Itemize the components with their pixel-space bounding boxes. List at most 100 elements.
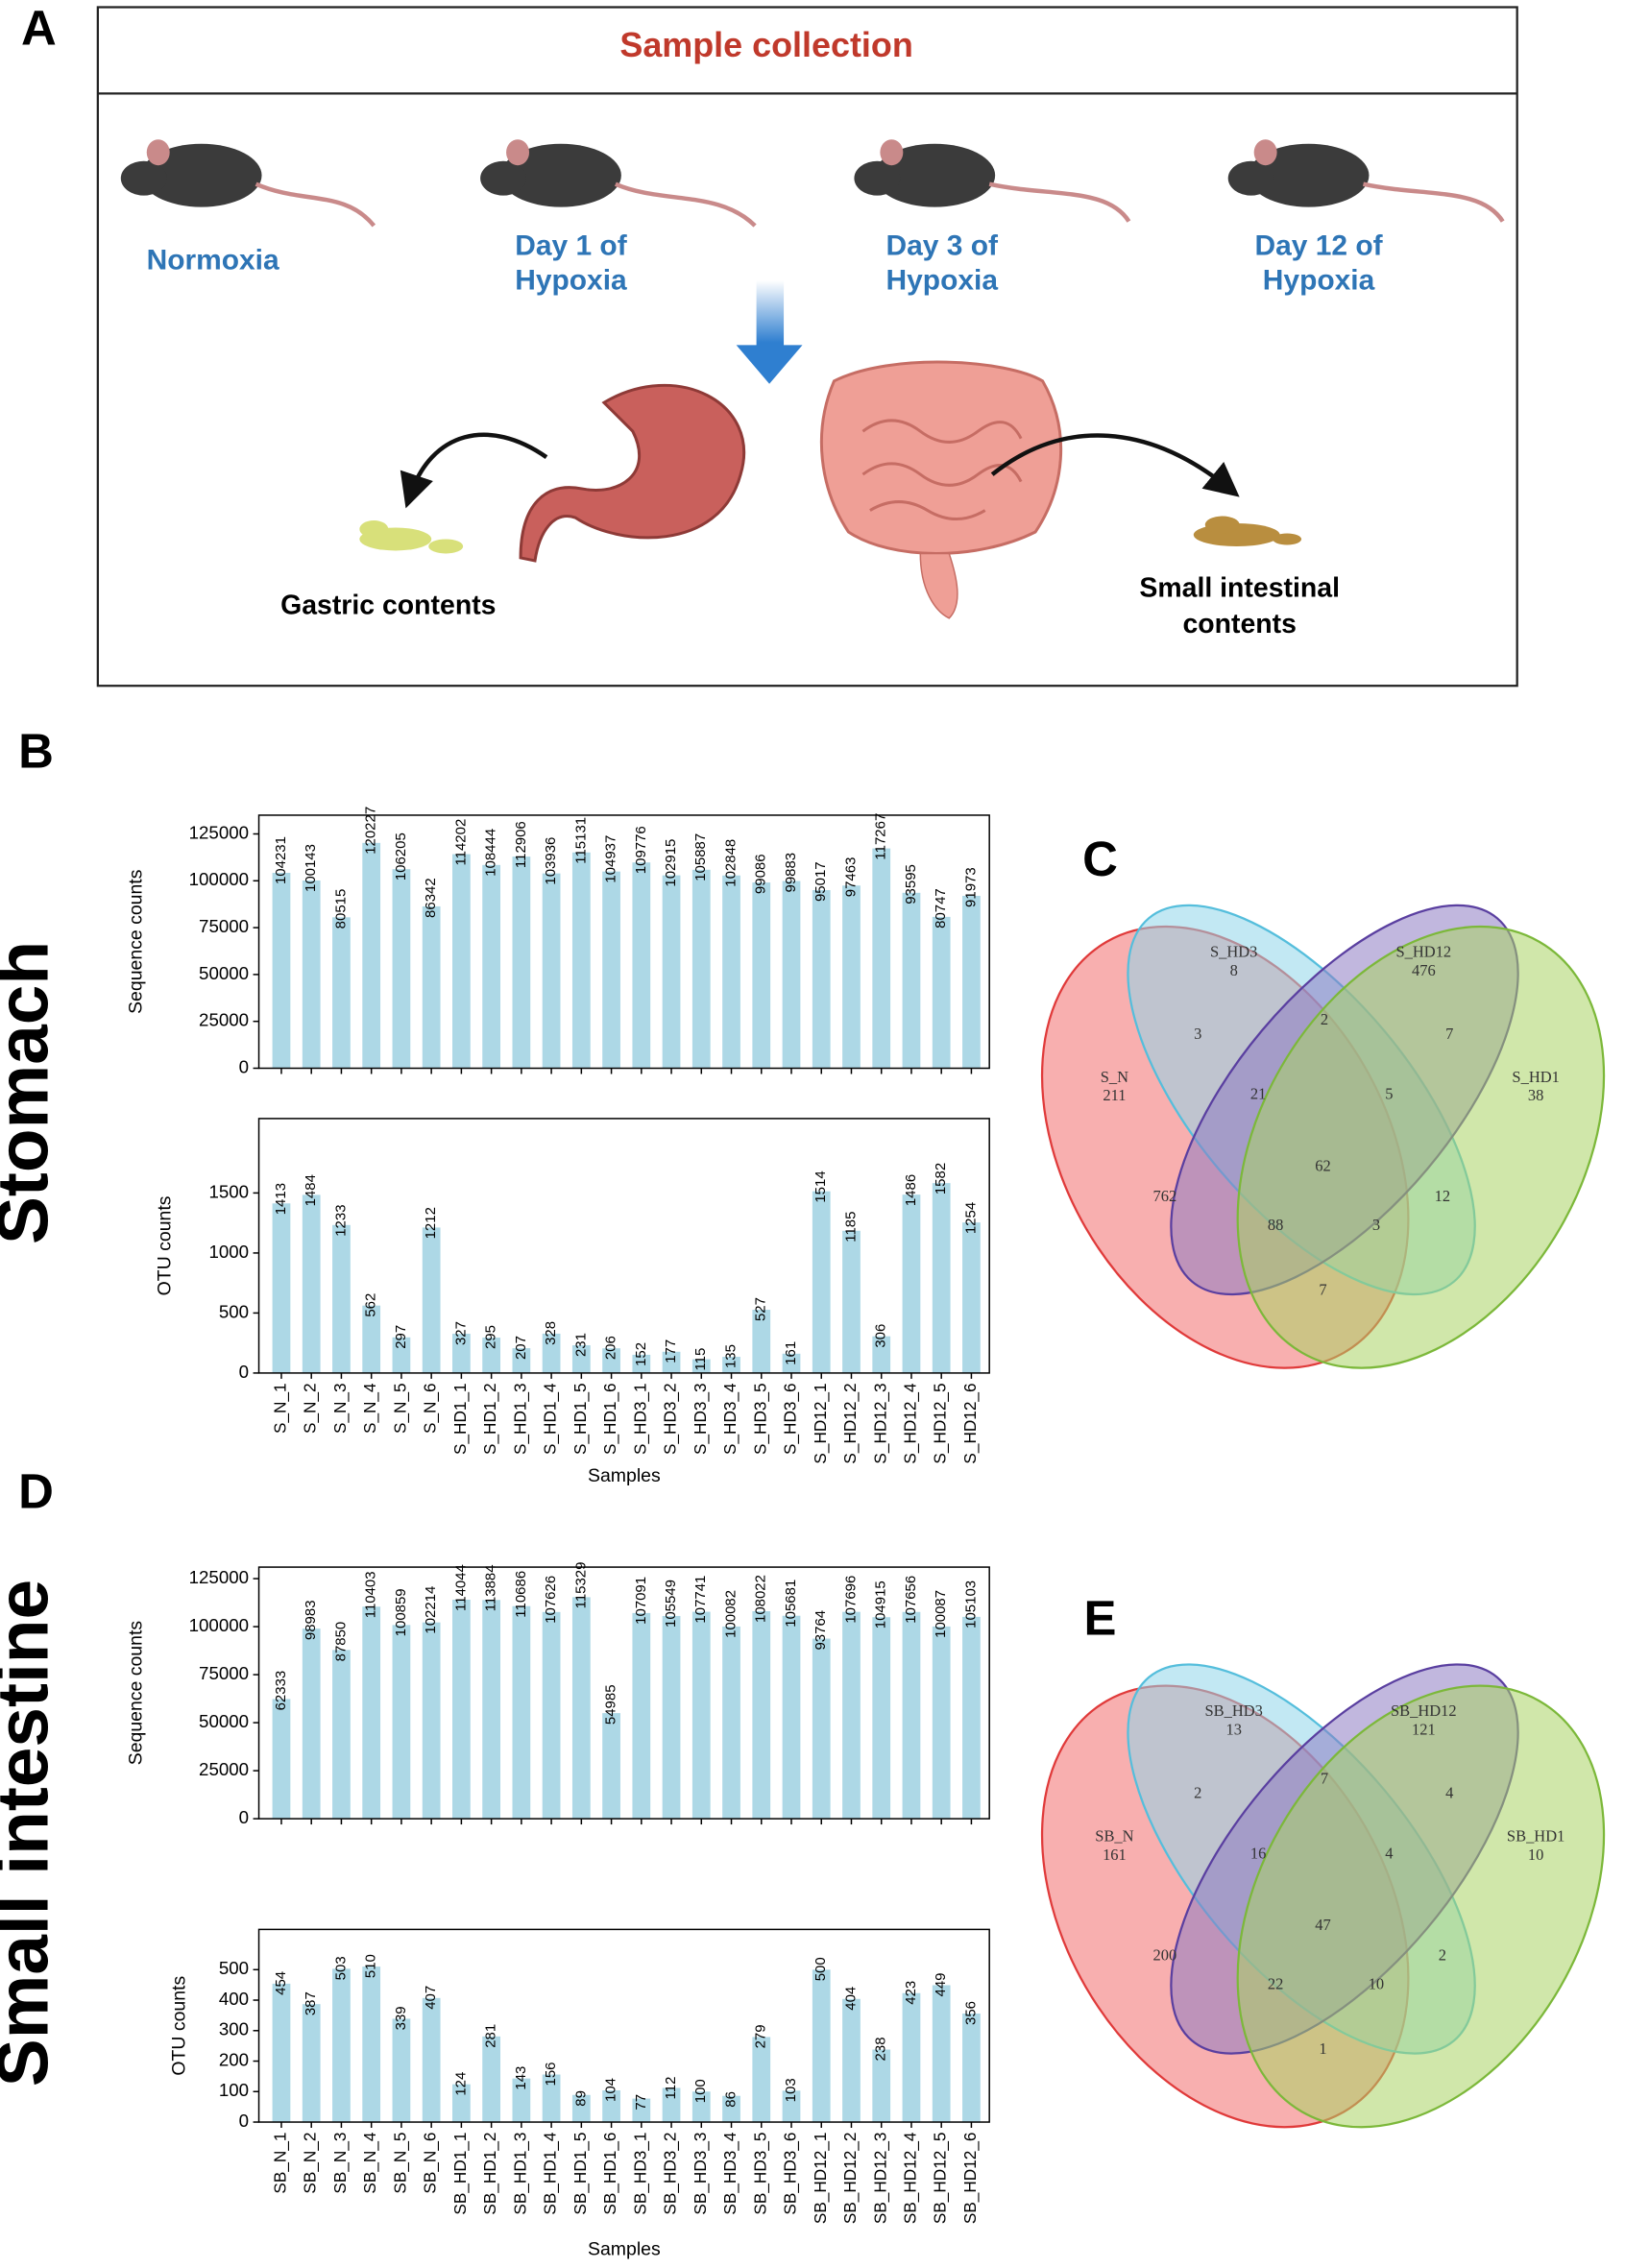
x-tick-label: S_HD12_2 bbox=[840, 1383, 860, 1463]
bar-value-label: 103936 bbox=[543, 837, 559, 885]
bar bbox=[272, 1983, 291, 2123]
y-tick-label: 500 bbox=[219, 1301, 249, 1321]
bar-value-label: 104 bbox=[603, 2078, 619, 2102]
y-tick-label: 50000 bbox=[199, 963, 249, 983]
bar-value-label: 231 bbox=[572, 1333, 589, 1357]
x-tick-label: SB_HD1_5 bbox=[570, 2133, 590, 2215]
venn-region-value: 4 bbox=[1385, 1844, 1393, 1862]
bar bbox=[632, 2098, 651, 2123]
y-axis-label: OTU counts bbox=[154, 1195, 175, 1295]
x-tick-label: SB_HD12_4 bbox=[900, 2132, 919, 2224]
x-tick-label: SB_HD12_3 bbox=[870, 2133, 889, 2225]
x-tick-label: S_HD12_4 bbox=[900, 1383, 919, 1464]
bar bbox=[812, 1638, 831, 1820]
bar-value-label: 107626 bbox=[543, 1576, 559, 1624]
venn-set-name: S_HD1 bbox=[1512, 1068, 1559, 1086]
y-tick-label: 50000 bbox=[199, 1711, 249, 1731]
y-tick-label: 300 bbox=[219, 2019, 249, 2039]
intestine-icon bbox=[819, 360, 1063, 619]
group-label: Hypoxia bbox=[1263, 264, 1375, 296]
bar bbox=[691, 2091, 711, 2123]
bar-value-label: 1582 bbox=[933, 1163, 949, 1194]
bar bbox=[602, 2090, 620, 2123]
venn-region-value: 7 bbox=[1319, 1280, 1326, 1298]
y-tick-label: 0 bbox=[239, 1056, 249, 1076]
bar-value-label: 206 bbox=[603, 1336, 619, 1360]
bar-value-label: 1514 bbox=[812, 1170, 829, 1202]
bar bbox=[632, 862, 651, 1069]
panel-a-frame bbox=[96, 6, 1518, 688]
y-axis-label: OTU counts bbox=[168, 1976, 189, 2076]
x-tick-label: S_HD1_3 bbox=[510, 1383, 529, 1455]
bar bbox=[422, 905, 441, 1069]
bar-value-label: 80747 bbox=[933, 888, 949, 929]
bar bbox=[722, 1626, 740, 1820]
bar bbox=[662, 1615, 681, 1820]
bar-value-label: 100087 bbox=[933, 1590, 949, 1638]
y-tick-label: 25000 bbox=[199, 1759, 249, 1779]
bar-value-label: 100082 bbox=[722, 1590, 739, 1638]
bar-value-label: 99883 bbox=[783, 853, 799, 893]
bar bbox=[962, 1616, 981, 1820]
bar bbox=[632, 1612, 651, 1820]
row-label: Stomach bbox=[0, 941, 63, 1244]
bar-value-label: 327 bbox=[452, 1321, 469, 1345]
bar-value-label: 423 bbox=[903, 1981, 919, 2005]
x-tick-label: SB_HD3_3 bbox=[691, 2133, 710, 2215]
bar-value-label: 295 bbox=[483, 1325, 499, 1349]
bar bbox=[362, 1305, 381, 1373]
x-tick-label: SB_HD12_2 bbox=[840, 2133, 860, 2225]
bar bbox=[272, 873, 291, 1069]
bar-value-label: 207 bbox=[513, 1336, 529, 1360]
bar-value-label: 1212 bbox=[423, 1207, 439, 1239]
y-tick-label: 100000 bbox=[189, 869, 249, 889]
venn-set-name: SB_HD1 bbox=[1507, 1826, 1564, 1845]
venn-region-value: 2 bbox=[1439, 1946, 1446, 1965]
venn-region-value: 3 bbox=[1194, 1025, 1201, 1043]
x-tick-label: S_HD12_1 bbox=[811, 1383, 830, 1463]
bar bbox=[812, 1969, 831, 2123]
panel-label: C bbox=[1082, 832, 1118, 886]
intestinal-contents-icon bbox=[1193, 516, 1302, 546]
venn-region-value: 21 bbox=[1250, 1085, 1266, 1103]
bar-value-label: 62333 bbox=[273, 1671, 289, 1711]
bar-value-label: 80515 bbox=[332, 889, 349, 929]
bar bbox=[512, 857, 531, 1069]
x-tick-label: SB_HD1_6 bbox=[600, 2133, 619, 2215]
bar bbox=[542, 2074, 561, 2123]
bar-value-label: 279 bbox=[753, 2024, 769, 2048]
y-tick-label: 75000 bbox=[199, 916, 249, 936]
x-tick-label: S_HD12_5 bbox=[931, 1383, 950, 1463]
bar-value-label: 562 bbox=[363, 1293, 379, 1317]
panel-label: B bbox=[18, 724, 54, 779]
bar bbox=[392, 869, 411, 1069]
group-label: Day 3 of bbox=[886, 229, 999, 261]
bar bbox=[542, 873, 561, 1069]
x-tick-label: S_HD12_3 bbox=[870, 1383, 889, 1463]
group-label: Hypoxia bbox=[515, 264, 627, 296]
bar-value-label: 91973 bbox=[962, 867, 979, 907]
bar bbox=[272, 1203, 291, 1373]
venn-region-value: 10 bbox=[1369, 1975, 1384, 1993]
x-tick-label: SB_N_3 bbox=[330, 2133, 350, 2194]
gastric-contents-icon bbox=[359, 520, 464, 554]
venn-region-value: 7 bbox=[1445, 1025, 1453, 1043]
bar bbox=[662, 1351, 681, 1373]
bar bbox=[332, 1968, 351, 2123]
bar-value-label: 503 bbox=[332, 1956, 349, 1980]
y-tick-label: 75000 bbox=[199, 1663, 249, 1683]
bar bbox=[722, 2095, 740, 2123]
sample-label: contents bbox=[1182, 609, 1297, 639]
bar bbox=[272, 1699, 291, 1820]
bar-value-label: 500 bbox=[812, 1957, 829, 1981]
bar-value-label: 281 bbox=[483, 2024, 499, 2048]
x-tick-label: S_HD3_6 bbox=[781, 1383, 800, 1455]
bar-value-label: 89 bbox=[572, 2090, 589, 2107]
y-tick-label: 25000 bbox=[199, 1010, 249, 1030]
venn-region-value: 88 bbox=[1268, 1216, 1283, 1234]
bar-value-label: 105103 bbox=[962, 1580, 979, 1629]
venn-region-value: 2 bbox=[1321, 1010, 1328, 1028]
arrow-gastric bbox=[400, 432, 548, 509]
venn-set-name: S_HD3 bbox=[1210, 942, 1257, 960]
bar-value-label: 95017 bbox=[812, 861, 829, 902]
